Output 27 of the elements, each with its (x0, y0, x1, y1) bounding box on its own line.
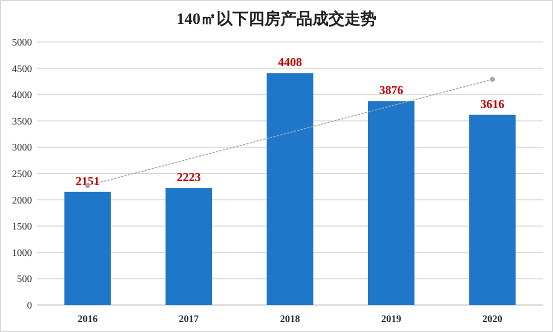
bar (166, 188, 212, 305)
x-tick-label: 2019 (381, 314, 402, 325)
chart-title: 140㎡以下四房产品成交走势 (176, 9, 376, 28)
bar (469, 114, 516, 305)
data-label: 3876 (379, 83, 404, 98)
data-label: 2223 (176, 170, 201, 184)
bar (64, 192, 111, 305)
y-tick-label: 5000 (12, 38, 32, 48)
y-tick-label: 1500 (12, 222, 32, 233)
bar (368, 101, 414, 305)
y-tick-label: 4500 (12, 64, 32, 75)
data-label: 3616 (480, 96, 504, 111)
y-tick-label: 3000 (12, 142, 32, 154)
y-tick-label: 3500 (12, 116, 32, 128)
y-tick-label: 0 (27, 300, 32, 312)
y-tick-label: 2500 (12, 169, 32, 180)
data-label: 2151 (76, 174, 100, 188)
y-tick-label: 500 (17, 274, 32, 286)
x-tick-label: 2020 (482, 314, 502, 325)
y-tick-label: 4000 (12, 90, 32, 102)
y-tick-label: 2000 (12, 195, 32, 206)
x-tick-label: 2018 (280, 314, 300, 325)
x-tick-label: 2016 (78, 314, 98, 325)
bar (266, 73, 314, 305)
data-label: 4408 (278, 55, 302, 70)
x-tick-label: 2017 (178, 314, 199, 325)
y-tick-label: 1000 (12, 248, 32, 259)
